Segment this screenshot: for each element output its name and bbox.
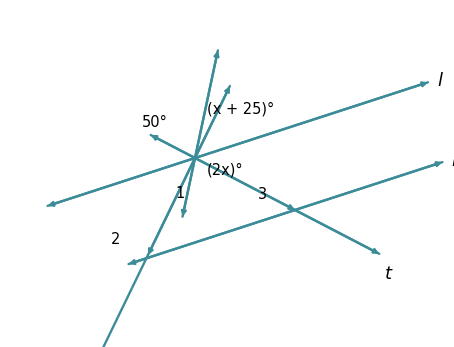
Text: t: t (385, 265, 392, 283)
Text: m: m (451, 152, 454, 170)
Text: (x + 25)°: (x + 25)° (207, 101, 274, 116)
Text: 2: 2 (111, 232, 120, 247)
Text: l: l (437, 73, 442, 90)
Text: (2x)°: (2x)° (207, 162, 244, 177)
Text: 50°: 50° (142, 115, 168, 130)
Text: 3: 3 (258, 187, 267, 202)
Text: 1: 1 (176, 186, 185, 201)
